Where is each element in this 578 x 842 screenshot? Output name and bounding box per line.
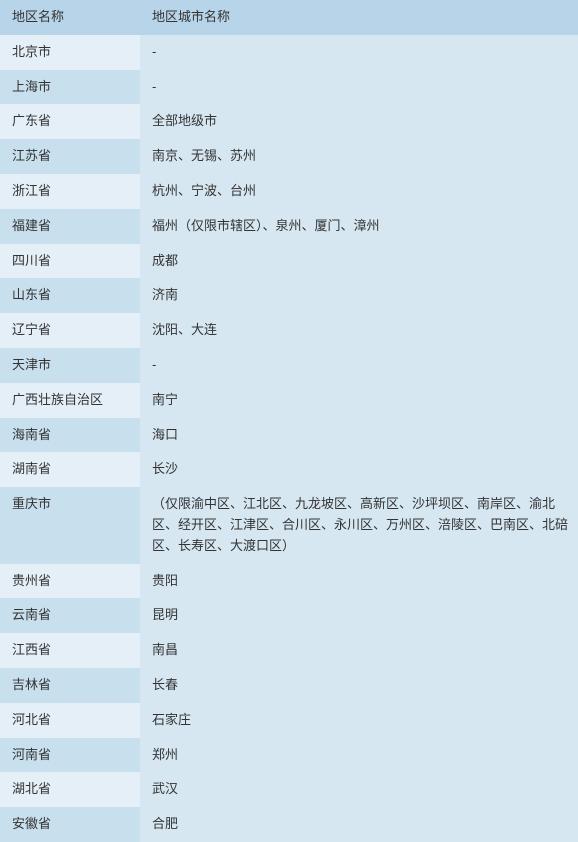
table-row: 天津市- [0,348,578,383]
cell-city: 合肥 [140,807,578,842]
table-row: 上海市- [0,70,578,105]
cell-region: 安徽省 [0,807,140,842]
cell-region: 上海市 [0,70,140,105]
cell-city: 海口 [140,418,578,453]
header-region: 地区名称 [0,0,140,35]
table-row: 重庆市（仅限渝中区、江北区、九龙坡区、高新区、沙坪坝区、南岸区、渝北区、经开区、… [0,487,578,563]
cell-city: 长沙 [140,452,578,487]
cell-region: 江苏省 [0,139,140,174]
cell-city: 郑州 [140,738,578,773]
cell-city: - [140,35,578,70]
cell-region: 海南省 [0,418,140,453]
cell-region: 湖南省 [0,452,140,487]
table-row: 河北省石家庄 [0,703,578,738]
cell-city: （仅限渝中区、江北区、九龙坡区、高新区、沙坪坝区、南岸区、渝北区、经开区、江津区… [140,487,578,563]
table-row: 湖南省长沙 [0,452,578,487]
table-row: 广东省全部地级市 [0,104,578,139]
cell-region: 广东省 [0,104,140,139]
cell-region: 重庆市 [0,487,140,563]
cell-city: 南昌 [140,633,578,668]
cell-region: 河北省 [0,703,140,738]
cell-city: - [140,70,578,105]
cell-region: 四川省 [0,244,140,279]
cell-city: 武汉 [140,772,578,807]
table-row: 北京市- [0,35,578,70]
cell-region: 河南省 [0,738,140,773]
cell-region: 辽宁省 [0,313,140,348]
cell-city: 沈阳、大连 [140,313,578,348]
cell-region: 广西壮族自治区 [0,383,140,418]
cell-city: 杭州、宁波、台州 [140,174,578,209]
cell-city: - [140,348,578,383]
cell-city: 南京、无锡、苏州 [140,139,578,174]
table-row: 吉林省长春 [0,668,578,703]
table-row: 辽宁省沈阳、大连 [0,313,578,348]
table-row: 贵州省贵阳 [0,564,578,599]
cell-region: 北京市 [0,35,140,70]
cell-region: 天津市 [0,348,140,383]
table-row: 湖北省武汉 [0,772,578,807]
cell-region: 吉林省 [0,668,140,703]
cell-city: 福州（仅限市辖区）、泉州、厦门、漳州 [140,209,578,244]
table-row: 山东省济南 [0,278,578,313]
table-row: 云南省昆明 [0,598,578,633]
cell-city: 长春 [140,668,578,703]
region-city-table: 地区名称地区城市名称北京市-上海市-广东省全部地级市江苏省南京、无锡、苏州浙江省… [0,0,578,842]
table-row: 江苏省南京、无锡、苏州 [0,139,578,174]
table-header-row: 地区名称地区城市名称 [0,0,578,35]
cell-region: 山东省 [0,278,140,313]
cell-city: 济南 [140,278,578,313]
cell-region: 云南省 [0,598,140,633]
cell-city: 贵阳 [140,564,578,599]
cell-region: 贵州省 [0,564,140,599]
table-row: 海南省海口 [0,418,578,453]
cell-region: 浙江省 [0,174,140,209]
cell-city: 石家庄 [140,703,578,738]
table-row: 福建省福州（仅限市辖区）、泉州、厦门、漳州 [0,209,578,244]
cell-city: 南宁 [140,383,578,418]
cell-region: 福建省 [0,209,140,244]
table-row: 河南省郑州 [0,738,578,773]
cell-city: 全部地级市 [140,104,578,139]
header-city: 地区城市名称 [140,0,578,35]
cell-city: 成都 [140,244,578,279]
table-row: 江西省南昌 [0,633,578,668]
cell-region: 江西省 [0,633,140,668]
table-row: 四川省成都 [0,244,578,279]
cell-city: 昆明 [140,598,578,633]
table-row: 安徽省合肥 [0,807,578,842]
table-row: 广西壮族自治区南宁 [0,383,578,418]
cell-region: 湖北省 [0,772,140,807]
table-row: 浙江省杭州、宁波、台州 [0,174,578,209]
